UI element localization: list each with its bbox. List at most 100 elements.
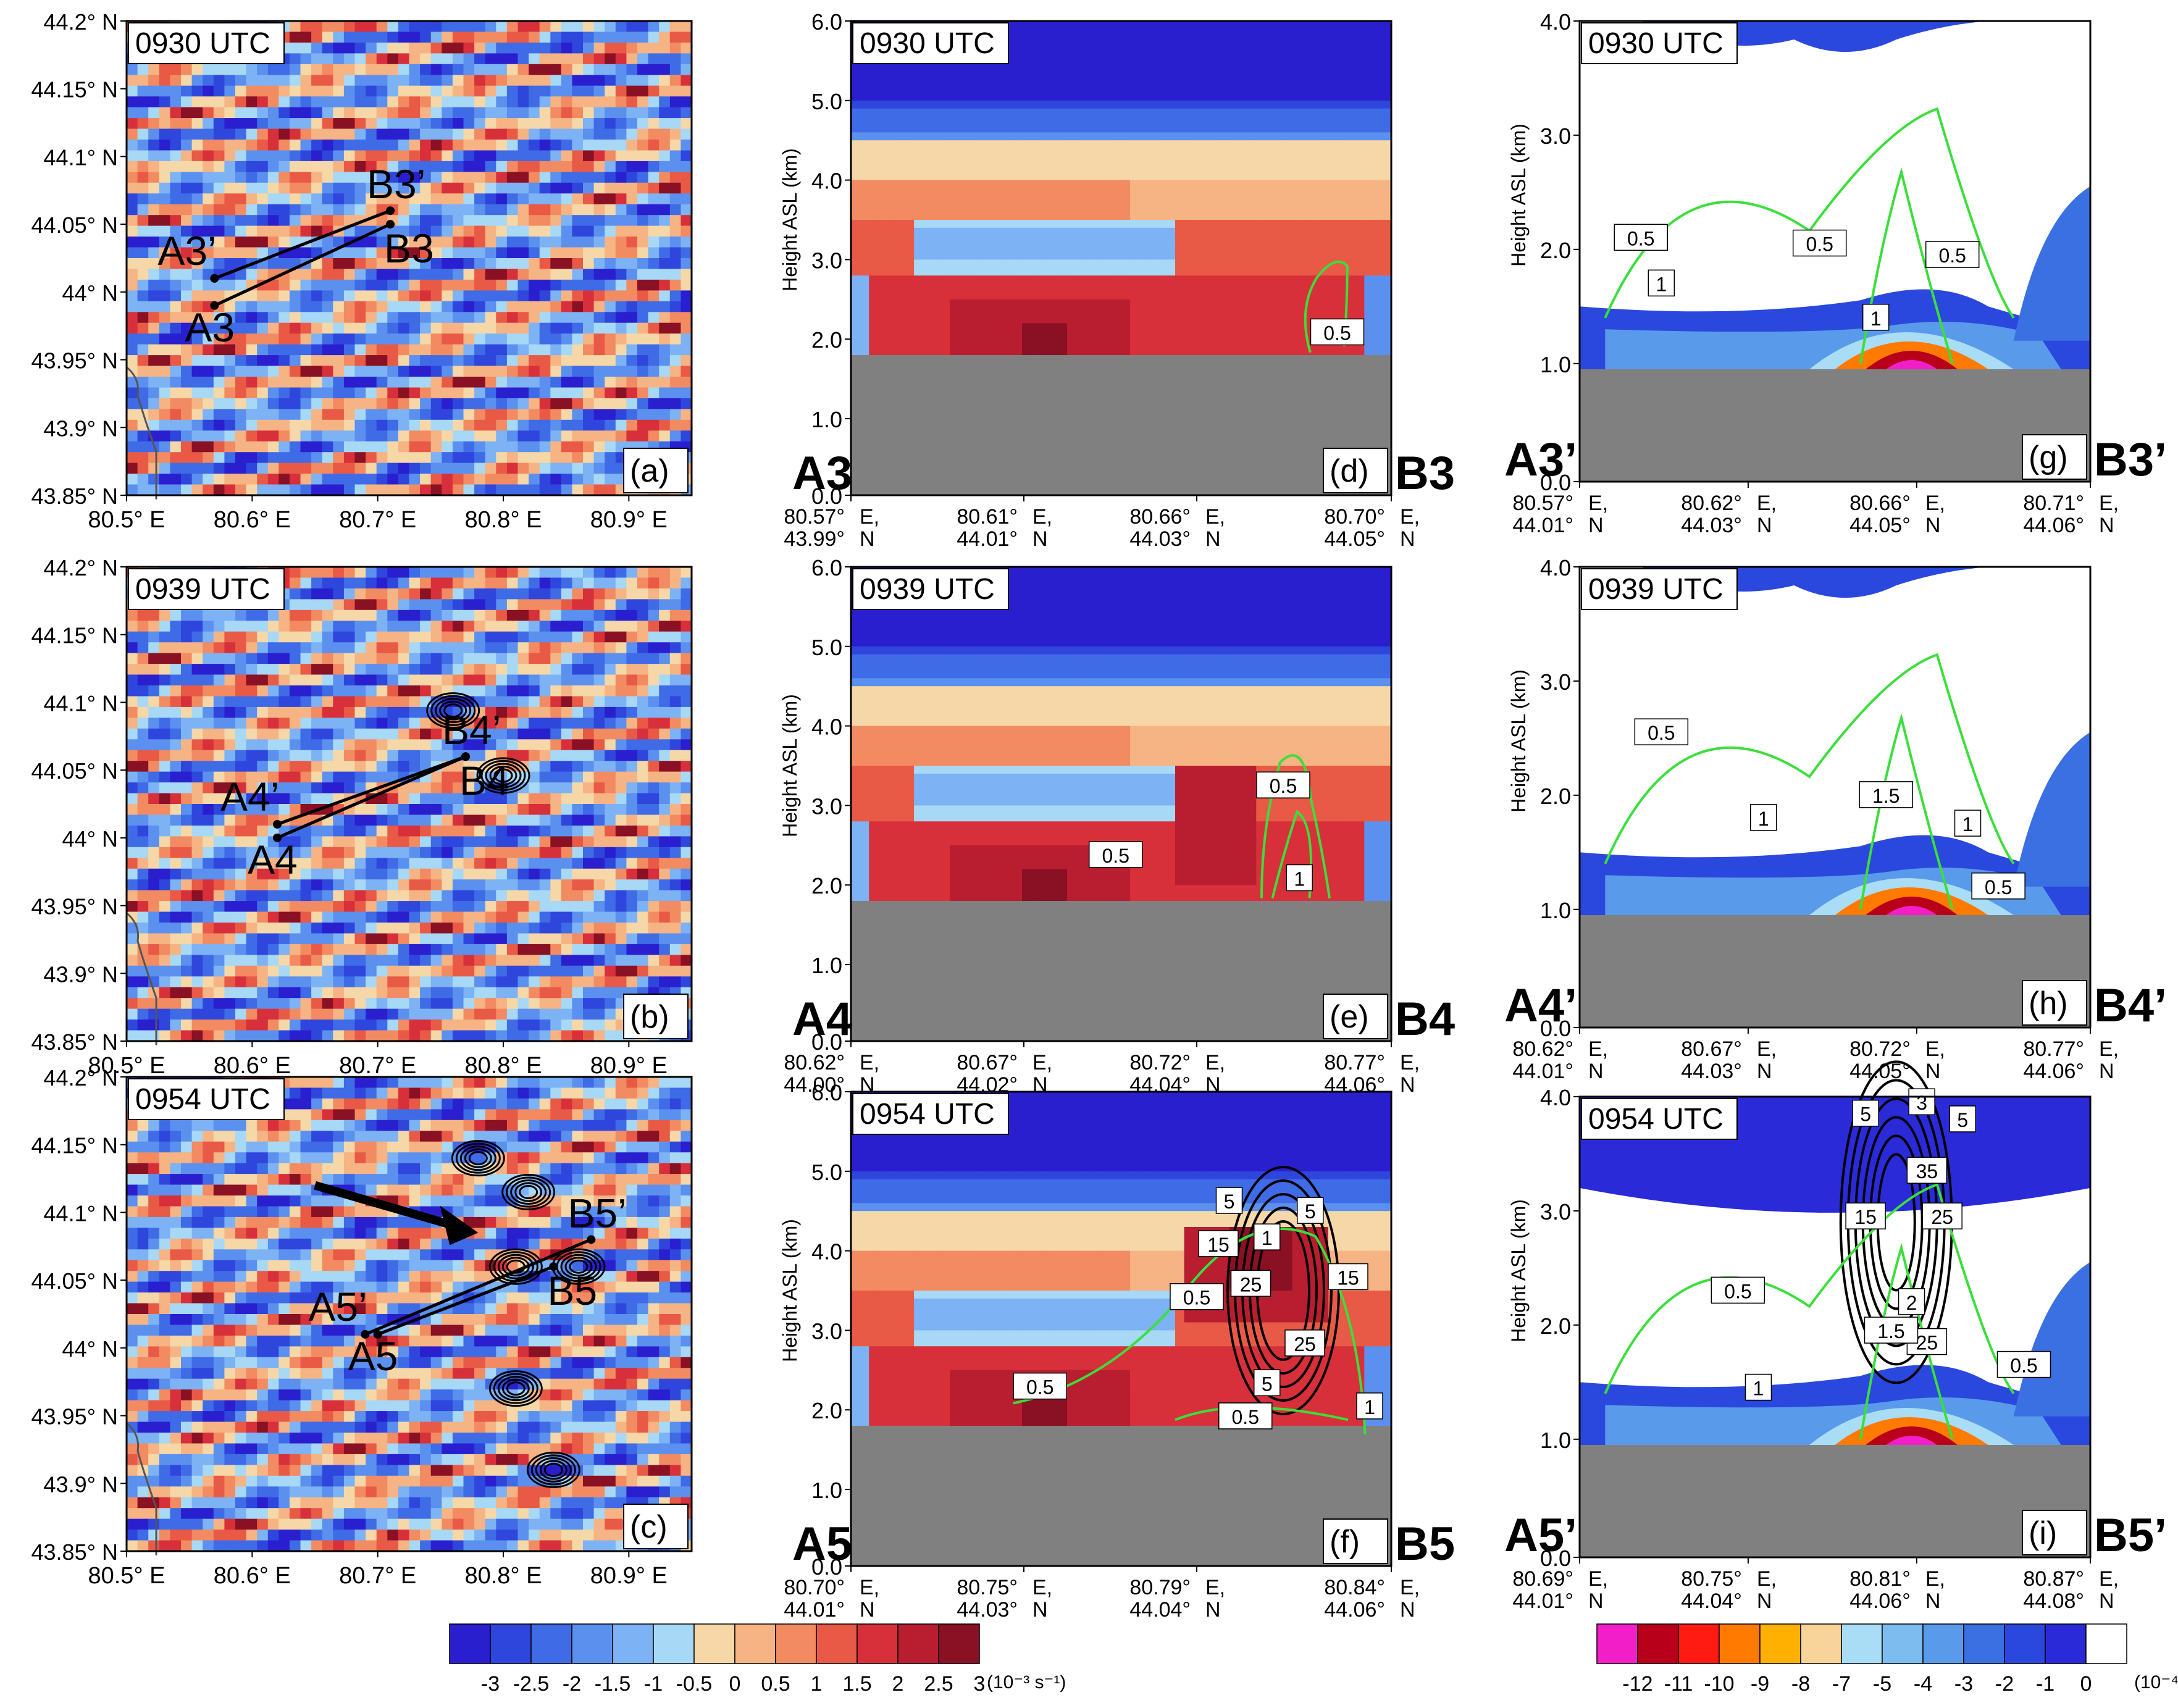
- x-tick-label: N: [1757, 514, 1772, 537]
- x-tick-label: N: [1757, 1060, 1772, 1083]
- terrain: [1580, 915, 2090, 1028]
- x-tick-label: N: [1925, 1060, 1941, 1083]
- colorbar-label: -2.5: [513, 1672, 550, 1696]
- section-end-label: B3’: [2094, 433, 2167, 486]
- x-tick-label: 80.67°: [1681, 1037, 1742, 1061]
- map-panel-a: A3 B3 A3’ B3’ 0930 UTC (a) 44.2° N 44.15° N 44.1…: [31, 9, 693, 533]
- time-label: 0930 UTC: [1588, 27, 1724, 60]
- storm-motion-arrow: [314, 1181, 467, 1234]
- contour-label-box: [1845, 1202, 1886, 1229]
- contour-label: 0.5: [1724, 1280, 1751, 1302]
- line-endpoint-label: A5’: [308, 1284, 367, 1329]
- x-tick-label: N: [1205, 1598, 1221, 1622]
- x-tick-label: 80.57°: [784, 505, 845, 529]
- cross-section-line: [214, 222, 392, 308]
- contour-label: 1.5: [1872, 785, 1899, 807]
- line-end-dot: [373, 1329, 382, 1339]
- panel-label: (a): [630, 453, 669, 489]
- x-tick-label: 44.01°: [784, 1598, 845, 1622]
- contour-label-box: [1954, 810, 1982, 837]
- contour-label: 0.5: [1102, 845, 1129, 867]
- x-tick-label: E,: [1400, 505, 1420, 529]
- panel-label: (i): [2029, 1515, 2057, 1551]
- green-contour: [1271, 810, 1312, 899]
- green-contour: [1604, 107, 2015, 319]
- x-tick-label: E,: [1400, 1051, 1420, 1074]
- y-tick-label: 1.0: [811, 953, 842, 978]
- x-tick-label: 80.9° E: [590, 1563, 668, 1589]
- y-axis-label: Height ASL (km): [1507, 1199, 1530, 1342]
- contour-label: 25: [1294, 1333, 1316, 1355]
- contour-label-box: [1256, 771, 1310, 798]
- panel-label: (g): [2029, 440, 2068, 475]
- colorbar-label: -1: [644, 1672, 663, 1696]
- colorbar-label: -3: [1954, 1672, 1973, 1696]
- x-tick-label: 44.01°: [1512, 1060, 1573, 1083]
- line-end-dot: [587, 1235, 596, 1244]
- contour-label: 1: [1962, 813, 1974, 835]
- colorbar-label: 2.5: [924, 1672, 953, 1696]
- colorbar-unit: (10⁻⁴ s⁻¹): [2134, 1672, 2178, 1693]
- reflectivity-contour: [488, 1370, 543, 1407]
- y-tick-label: 4.0: [1540, 1085, 1571, 1110]
- border-line: [126, 912, 157, 1045]
- x-tick-label: N: [1205, 527, 1221, 551]
- y-axis-label: Height ASL (km): [1507, 669, 1530, 813]
- y-tick-label: 44° N: [62, 1336, 118, 1362]
- panel-label-box: [2022, 1510, 2087, 1555]
- colorbar-swatch: [816, 1623, 858, 1664]
- map-frame: [125, 1076, 693, 1552]
- colorbar-left: -3 -2.5 -2 -1.5 -1 -0.5 0 0.5 1 1.5 2 2.5 3 (10⁻³ s⁻¹…: [449, 1623, 1066, 1696]
- y-tick-label: 0.0: [1540, 1016, 1571, 1041]
- y-axis-label: Height ASL (km): [1507, 123, 1530, 267]
- x-tick-label: 44.03°: [1681, 1060, 1742, 1083]
- time-box: [1581, 568, 1738, 610]
- cross-section-line: [214, 209, 391, 280]
- x-tick-label: N: [1588, 1589, 1604, 1613]
- colorbar-label: -8: [1791, 1672, 1810, 1696]
- xsection-frame: [850, 566, 1393, 1042]
- colorbar-swatch: [938, 1623, 980, 1664]
- y-tick-label: 2.0: [1540, 1313, 1571, 1339]
- x-tick-label: E,: [1925, 492, 1945, 515]
- colorbar-label: 0.5: [761, 1672, 790, 1696]
- colorbar-label: -1: [2036, 1672, 2054, 1696]
- x-tick-label: 44.06°: [1849, 1589, 1911, 1613]
- x-tick-label: N: [1925, 514, 1941, 537]
- x-tick-label: N: [2099, 514, 2114, 537]
- colorbar-swatch: [571, 1623, 613, 1664]
- map-panel-c: A5 B5 A5’ B5’ 0954 UTC (c) 44.2° N 44.15° N 44.1…: [31, 1065, 693, 1589]
- x-tick-label: 80.75°: [1681, 1567, 1742, 1591]
- x-tick-label: 80.5° E: [88, 1563, 165, 1589]
- x-tick-label: 80.62°: [784, 1051, 845, 1074]
- x-tick-label: 80.7° E: [339, 507, 416, 533]
- x-tick-label: N: [1925, 1589, 1941, 1613]
- contour-label-box: [1215, 1187, 1243, 1214]
- y-tick-label: 5.0: [811, 1160, 842, 1185]
- contour-label: 1: [1753, 1378, 1764, 1400]
- x-tick-label: E,: [860, 1576, 879, 1599]
- contour-label-box: [1310, 318, 1365, 346]
- line-end-dot: [461, 752, 470, 761]
- contour-label: 0.5: [1648, 722, 1675, 744]
- x-tick-label: E,: [2099, 1567, 2119, 1591]
- vorticity-field: [127, 21, 692, 495]
- y-tick-label: 43.9° N: [44, 961, 118, 987]
- contour-label: 0.5: [1270, 775, 1297, 797]
- x-tick-label: E,: [1925, 1037, 1945, 1061]
- y-tick-label: 0.0: [811, 484, 842, 509]
- y-tick-label: 44.05° N: [31, 1268, 118, 1294]
- y-axis-label: Height ASL (km): [779, 148, 801, 291]
- x-tick-label: 80.6° E: [214, 1053, 291, 1079]
- contour-label-box: [1297, 1197, 1324, 1224]
- x-tick-label: 80.57°: [1512, 492, 1573, 515]
- y-tick-label: 44.15° N: [31, 623, 118, 648]
- panel-label-box: [1323, 448, 1388, 493]
- x-tick-label: 80.81°: [1849, 1567, 1911, 1591]
- x-tick-label: 80.66°: [1849, 492, 1911, 515]
- line-end-dot: [210, 301, 219, 310]
- y-tick-label: 2.0: [1540, 238, 1571, 263]
- x-tick-label: 80.72°: [1129, 1051, 1191, 1074]
- x-tick-label: E,: [860, 505, 879, 529]
